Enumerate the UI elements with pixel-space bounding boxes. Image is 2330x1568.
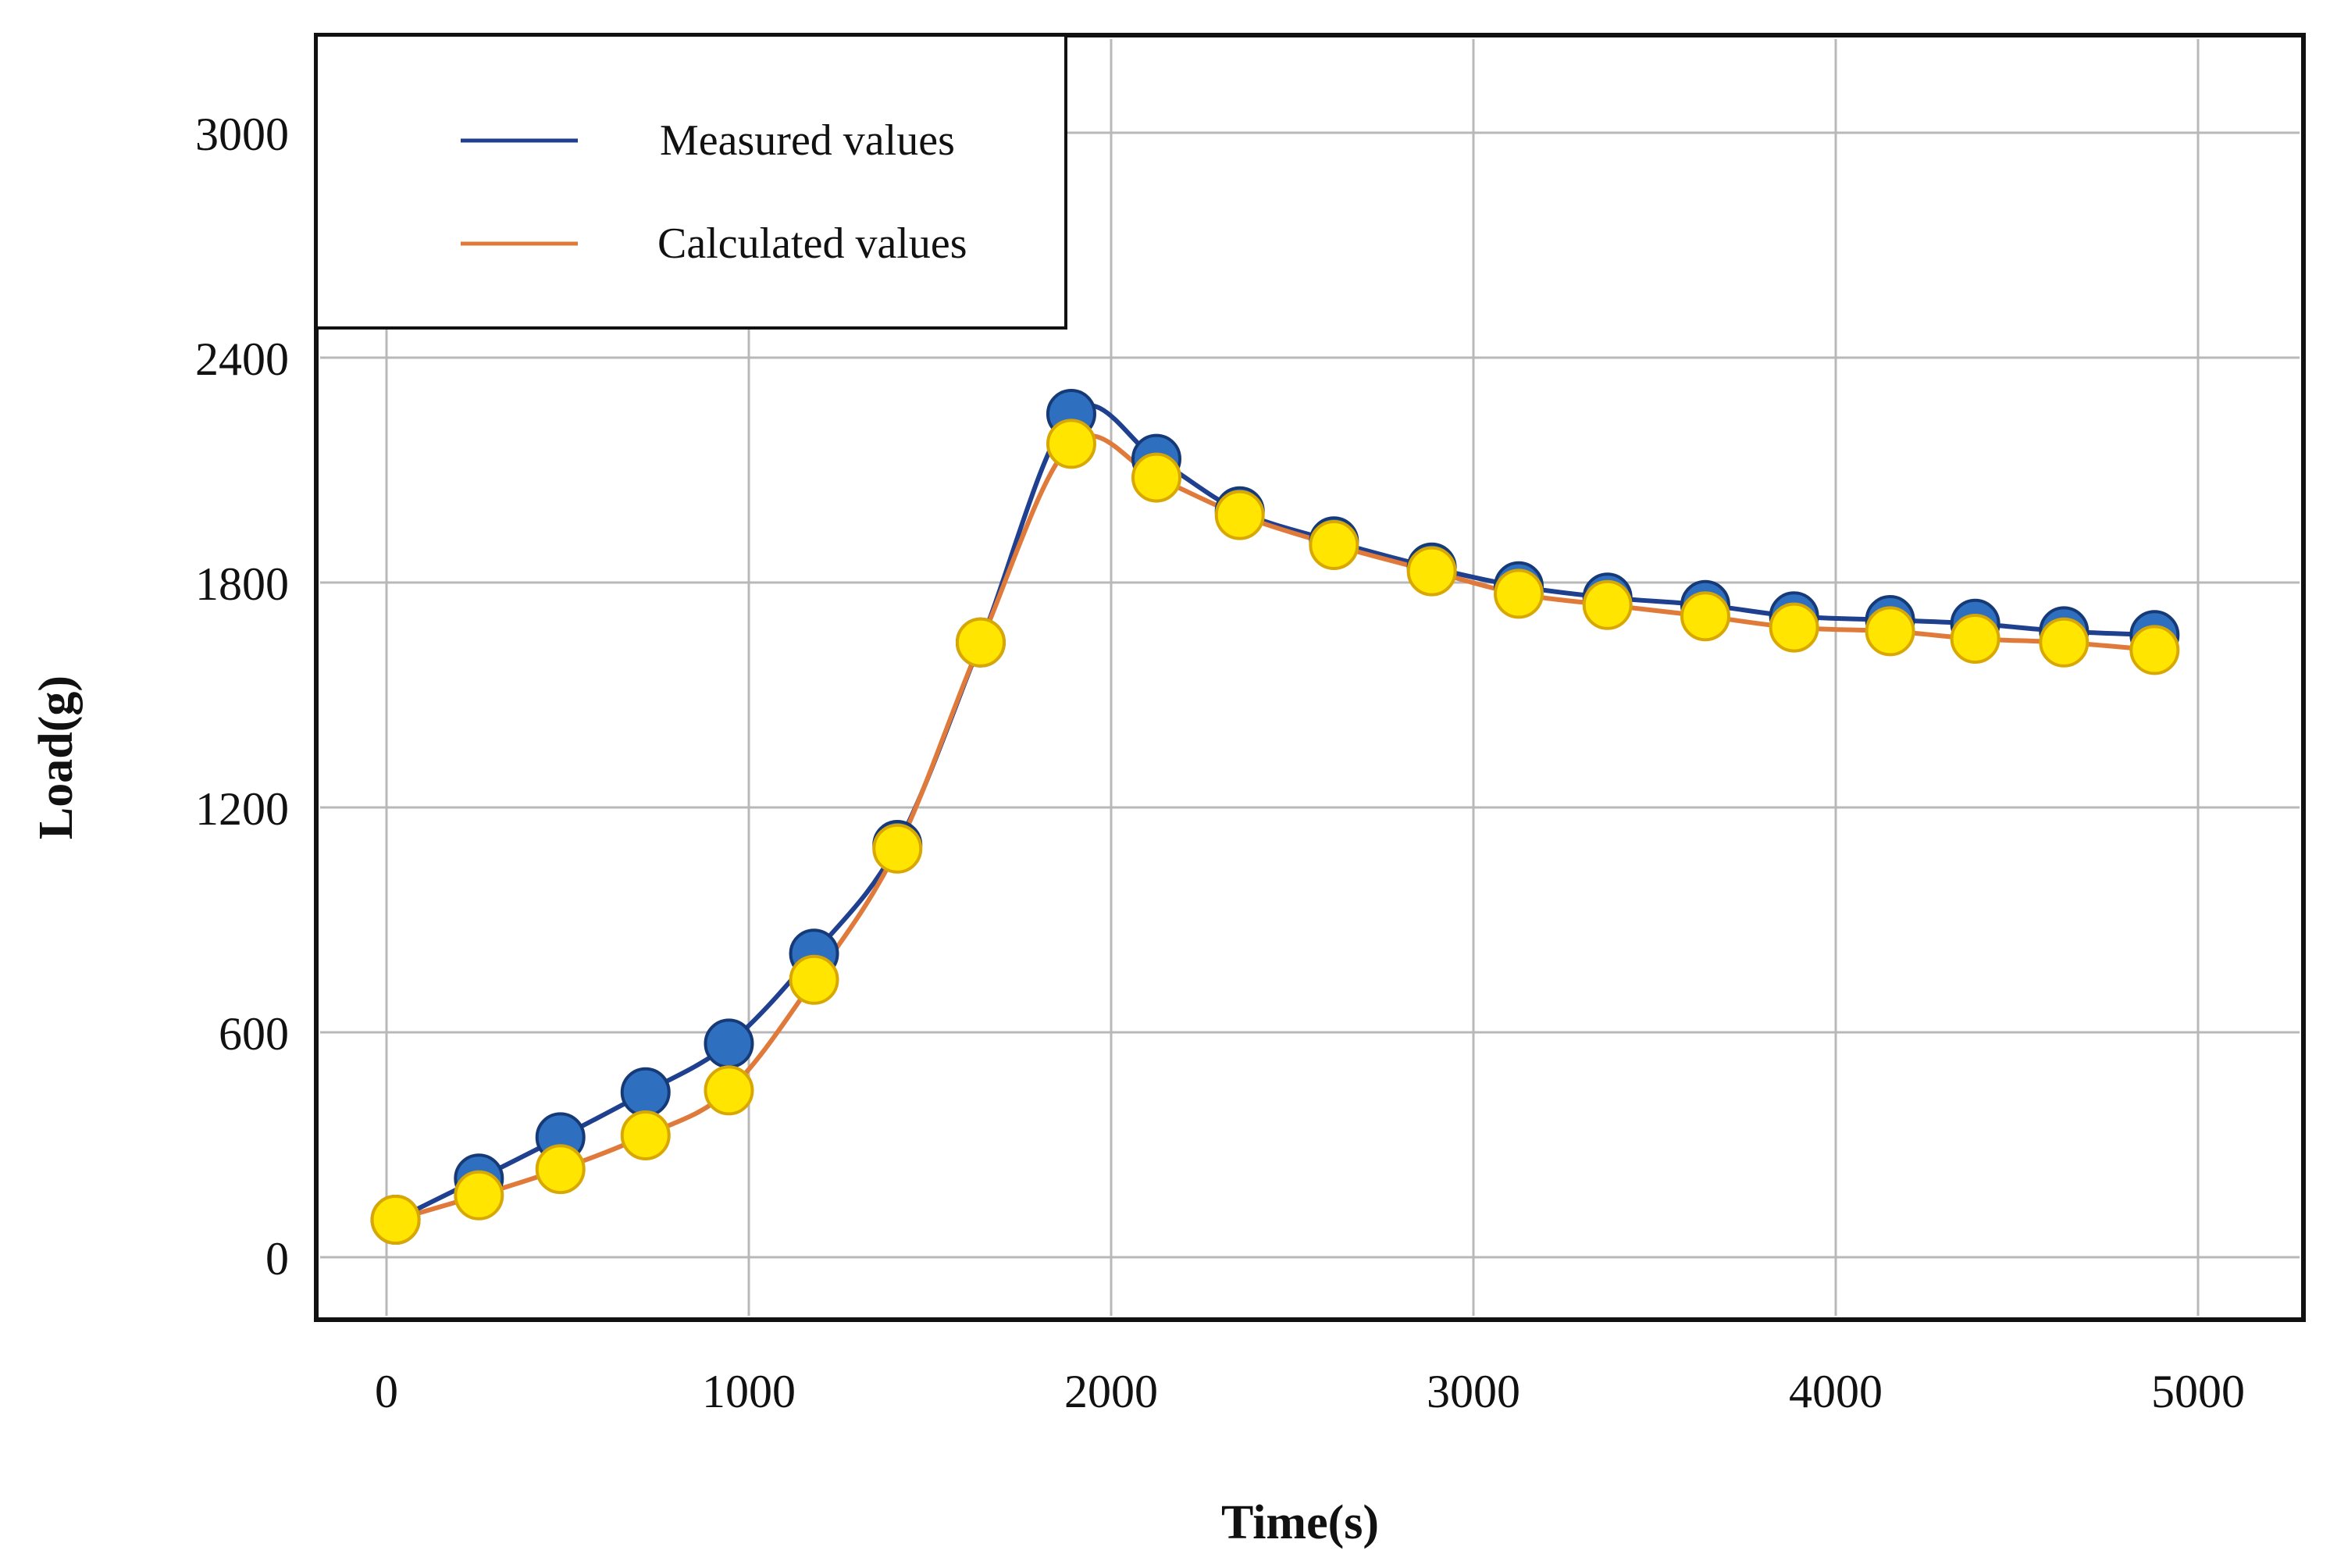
data-point-calculated xyxy=(2039,617,2090,668)
legend-box xyxy=(315,34,1067,330)
data-point-calculated xyxy=(1865,606,1915,657)
data-point-calculated xyxy=(1494,568,1544,619)
data-point-calculated xyxy=(872,823,923,874)
x-axis-ticks: 0 1000 2000 3000 4000 5000 xyxy=(375,1366,2245,1417)
data-point-calculated xyxy=(1950,614,2000,664)
y-tick-label: 0 xyxy=(265,1233,289,1285)
data-point-calculated xyxy=(789,954,839,1005)
data-point-calculated xyxy=(704,1065,754,1116)
x-tick-label: 3000 xyxy=(1427,1366,1520,1417)
data-point-calculated xyxy=(1214,490,1265,540)
data-point-calculated xyxy=(955,617,1006,668)
x-axis-title: Time(s) xyxy=(1221,1496,1379,1549)
plot-frame xyxy=(314,33,2306,1322)
data-point-calculated xyxy=(2129,625,2180,675)
data-point-calculated xyxy=(1582,579,1633,630)
data-point-calculated xyxy=(620,1110,671,1160)
y-tick-label: 2400 xyxy=(195,333,289,385)
legend-label-measured: Measured values xyxy=(660,116,955,165)
legend-label-calculated: Calculated values xyxy=(657,219,967,268)
data-point-calculated xyxy=(1406,546,1457,597)
y-axis-title: Load(g) xyxy=(30,675,83,839)
x-tick-label: 5000 xyxy=(2151,1366,2245,1417)
data-point-calculated xyxy=(1769,602,1819,653)
legend: Measured values Calculated values xyxy=(315,34,1067,330)
data-point-calculated xyxy=(535,1144,586,1195)
x-tick-label: 1000 xyxy=(702,1366,796,1417)
data-point-calculated xyxy=(1309,520,1359,570)
x-tick-label: 2000 xyxy=(1064,1366,1158,1417)
y-tick-label: 1800 xyxy=(195,558,289,610)
data-point-calculated xyxy=(370,1195,421,1245)
y-axis-ticks: 0 600 1200 1800 2400 3000 xyxy=(195,109,289,1285)
x-tick-label: 4000 xyxy=(1789,1366,1883,1417)
series-markers xyxy=(370,389,2180,1245)
y-tick-label: 600 xyxy=(219,1008,289,1060)
data-point-calculated xyxy=(1046,419,1096,469)
data-point-calculated xyxy=(1131,452,1181,503)
x-tick-label: 0 xyxy=(375,1366,398,1417)
y-tick-label: 1200 xyxy=(195,783,289,835)
data-point-calculated xyxy=(454,1170,504,1221)
data-point-measured xyxy=(620,1067,671,1117)
data-point-measured xyxy=(704,1018,754,1069)
y-tick-label: 3000 xyxy=(195,109,289,160)
data-point-calculated xyxy=(1680,591,1730,642)
